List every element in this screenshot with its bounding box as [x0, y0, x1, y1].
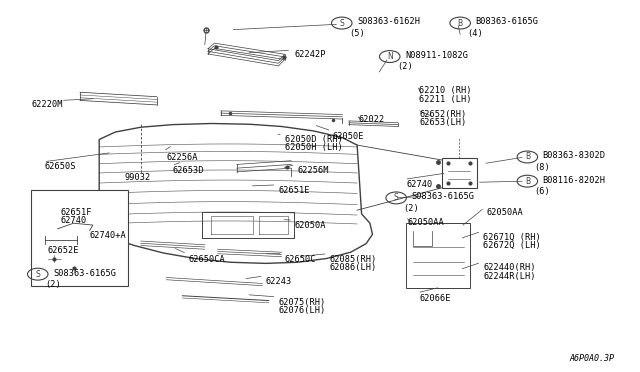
- Text: 62050E: 62050E: [333, 132, 364, 141]
- Text: (5): (5): [349, 29, 365, 38]
- Text: B08116-8202H: B08116-8202H: [543, 176, 605, 185]
- Text: 62050A: 62050A: [294, 221, 326, 230]
- Text: 62740+A: 62740+A: [90, 231, 126, 240]
- Text: 62085(RH): 62085(RH): [330, 255, 377, 264]
- Text: S: S: [339, 19, 344, 28]
- FancyBboxPatch shape: [406, 223, 470, 288]
- Text: 62651F: 62651F: [61, 208, 92, 217]
- Text: (8): (8): [534, 163, 550, 172]
- Text: 62651E: 62651E: [278, 186, 310, 195]
- Text: (2): (2): [403, 204, 419, 213]
- Text: 62050H (LH): 62050H (LH): [285, 143, 342, 152]
- Text: 62671Q (RH): 62671Q (RH): [483, 232, 541, 241]
- Text: B08363-8302D: B08363-8302D: [543, 151, 605, 160]
- Text: (6): (6): [534, 187, 550, 196]
- Text: 62740: 62740: [61, 216, 87, 225]
- Text: 62086(LH): 62086(LH): [330, 263, 377, 272]
- Text: S08363-6165G: S08363-6165G: [412, 192, 474, 201]
- Text: 62650C: 62650C: [285, 255, 316, 264]
- Text: B: B: [525, 153, 530, 161]
- Text: (2): (2): [45, 280, 61, 289]
- Text: 62256M: 62256M: [298, 166, 329, 174]
- Text: 62740: 62740: [406, 180, 433, 189]
- Text: 62076(LH): 62076(LH): [278, 306, 326, 315]
- Text: N: N: [387, 52, 392, 61]
- Text: S08363-6165G: S08363-6165G: [53, 269, 116, 278]
- Text: (2): (2): [397, 62, 413, 71]
- Text: 62075(RH): 62075(RH): [278, 298, 326, 307]
- Text: 62050AA: 62050AA: [408, 218, 444, 227]
- Text: 62220M: 62220M: [32, 100, 63, 109]
- Text: 62650S: 62650S: [45, 162, 76, 171]
- Text: 62650CA: 62650CA: [189, 255, 225, 264]
- Text: N08911-1082G: N08911-1082G: [405, 51, 468, 60]
- Text: 62244R(LH): 62244R(LH): [483, 272, 536, 280]
- Text: S: S: [394, 193, 399, 202]
- Text: 622440(RH): 622440(RH): [483, 263, 536, 272]
- Text: 62256A: 62256A: [166, 153, 198, 161]
- Text: B: B: [458, 19, 463, 28]
- Text: 99032: 99032: [125, 173, 151, 182]
- Text: 62652(RH): 62652(RH): [419, 110, 467, 119]
- Text: 62210 (RH): 62210 (RH): [419, 86, 472, 94]
- FancyBboxPatch shape: [31, 190, 128, 286]
- Text: 62672Q (LH): 62672Q (LH): [483, 241, 541, 250]
- Text: 62211 (LH): 62211 (LH): [419, 95, 472, 104]
- Text: 62652E: 62652E: [48, 246, 79, 254]
- Text: B08363-6165G: B08363-6165G: [476, 17, 538, 26]
- Text: 62022: 62022: [358, 115, 385, 124]
- Text: 62653D: 62653D: [173, 166, 204, 175]
- Text: 62050D (RH): 62050D (RH): [285, 135, 342, 144]
- Text: B: B: [525, 177, 530, 186]
- Text: 62242P: 62242P: [294, 50, 326, 59]
- Text: 62066E: 62066E: [419, 294, 451, 303]
- Text: 62243: 62243: [266, 277, 292, 286]
- Text: S: S: [35, 270, 40, 279]
- Text: 62653(LH): 62653(LH): [419, 118, 467, 127]
- Text: (4): (4): [467, 29, 483, 38]
- Text: 62050AA: 62050AA: [486, 208, 523, 217]
- Text: A6P0A0.3P: A6P0A0.3P: [570, 354, 614, 363]
- FancyBboxPatch shape: [442, 158, 477, 188]
- Text: S08363-6162H: S08363-6162H: [357, 17, 420, 26]
